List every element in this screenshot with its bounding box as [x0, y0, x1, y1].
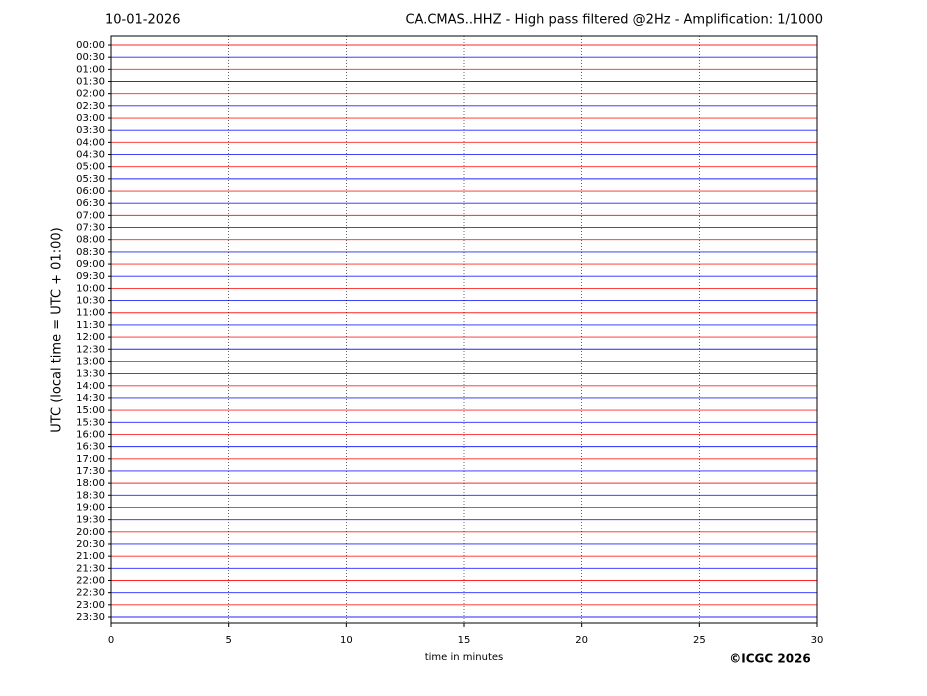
y-tick-label: 23:00	[76, 600, 105, 611]
y-tick-label: 04:00	[76, 137, 105, 148]
y-tick-label: 04:30	[76, 150, 105, 161]
x-tick-label: 25	[693, 635, 706, 646]
y-tick-label: 14:00	[76, 381, 105, 392]
y-tick-label: 10:30	[76, 296, 105, 307]
plot-frame	[110, 35, 818, 624]
x-tick-label: 20	[575, 635, 588, 646]
y-tick-label: 01:30	[76, 77, 105, 88]
y-tick-label: 09:00	[76, 259, 105, 270]
y-tick-label: 08:00	[76, 235, 105, 246]
y-tick-label: 13:30	[76, 369, 105, 380]
y-tick-label: 15:30	[76, 417, 105, 428]
y-tick-label: 05:00	[76, 162, 105, 173]
y-tick-label: 07:00	[76, 210, 105, 221]
y-tick-label: 10:00	[76, 283, 105, 294]
x-tick-label: 0	[108, 635, 114, 646]
y-tick-label: 01:00	[76, 64, 105, 75]
y-tick-label: 00:30	[76, 52, 105, 63]
y-tick-label: 07:30	[76, 223, 105, 234]
y-tick-label: 06:30	[76, 198, 105, 209]
y-tick-label: 11:00	[76, 308, 105, 319]
y-tick-label: 09:30	[76, 271, 105, 282]
y-tick-label: 21:30	[76, 563, 105, 574]
y-tick-label: 18:30	[76, 490, 105, 501]
chart-date: 10-01-2026	[105, 13, 181, 28]
x-tick-label: 5	[225, 635, 231, 646]
credit: ©ICGC 2026	[729, 652, 811, 666]
y-tick-label: 03:30	[76, 125, 105, 136]
y-tick-label: 19:00	[76, 502, 105, 513]
y-tick-label: 22:00	[76, 575, 105, 586]
y-tick-label: 14:30	[76, 393, 105, 404]
x-axis-label: time in minutes	[425, 652, 504, 663]
y-tick-label: 21:00	[76, 551, 105, 562]
x-tick-label: 15	[458, 635, 471, 646]
y-tick-label: 12:00	[76, 332, 105, 343]
y-tick-label: 08:30	[76, 247, 105, 258]
y-tick-label: 22:30	[76, 588, 105, 599]
y-axis-label: UTC (local time = UTC + 01:00)	[50, 227, 65, 432]
y-tick-label: 17:30	[76, 466, 105, 477]
y-tick-label: 16:30	[76, 442, 105, 453]
y-tick-label: 06:00	[76, 186, 105, 197]
y-tick-label: 11:30	[76, 320, 105, 331]
y-tick-label: 02:00	[76, 89, 105, 100]
y-tick-label: 05:30	[76, 174, 105, 185]
y-tick-label: 18:00	[76, 478, 105, 489]
y-tick-label: 16:00	[76, 429, 105, 440]
y-tick-label: 02:30	[76, 101, 105, 112]
y-tick-label: 20:30	[76, 539, 105, 550]
y-tick-label: 00:00	[76, 40, 105, 51]
y-tick-label: 19:30	[76, 515, 105, 526]
y-tick-label: 03:00	[76, 113, 105, 124]
y-tick-label: 17:00	[76, 454, 105, 465]
y-tick-label: 23:30	[76, 612, 105, 623]
x-tick-label: 30	[811, 635, 824, 646]
y-tick-label: 13:00	[76, 356, 105, 367]
x-tick-label: 10	[340, 635, 353, 646]
chart-title: CA.CMAS..HHZ - High pass filtered @2Hz -…	[405, 13, 823, 28]
y-tick-label: 12:30	[76, 344, 105, 355]
y-tick-label: 15:00	[76, 405, 105, 416]
y-tick-label: 20:00	[76, 527, 105, 538]
